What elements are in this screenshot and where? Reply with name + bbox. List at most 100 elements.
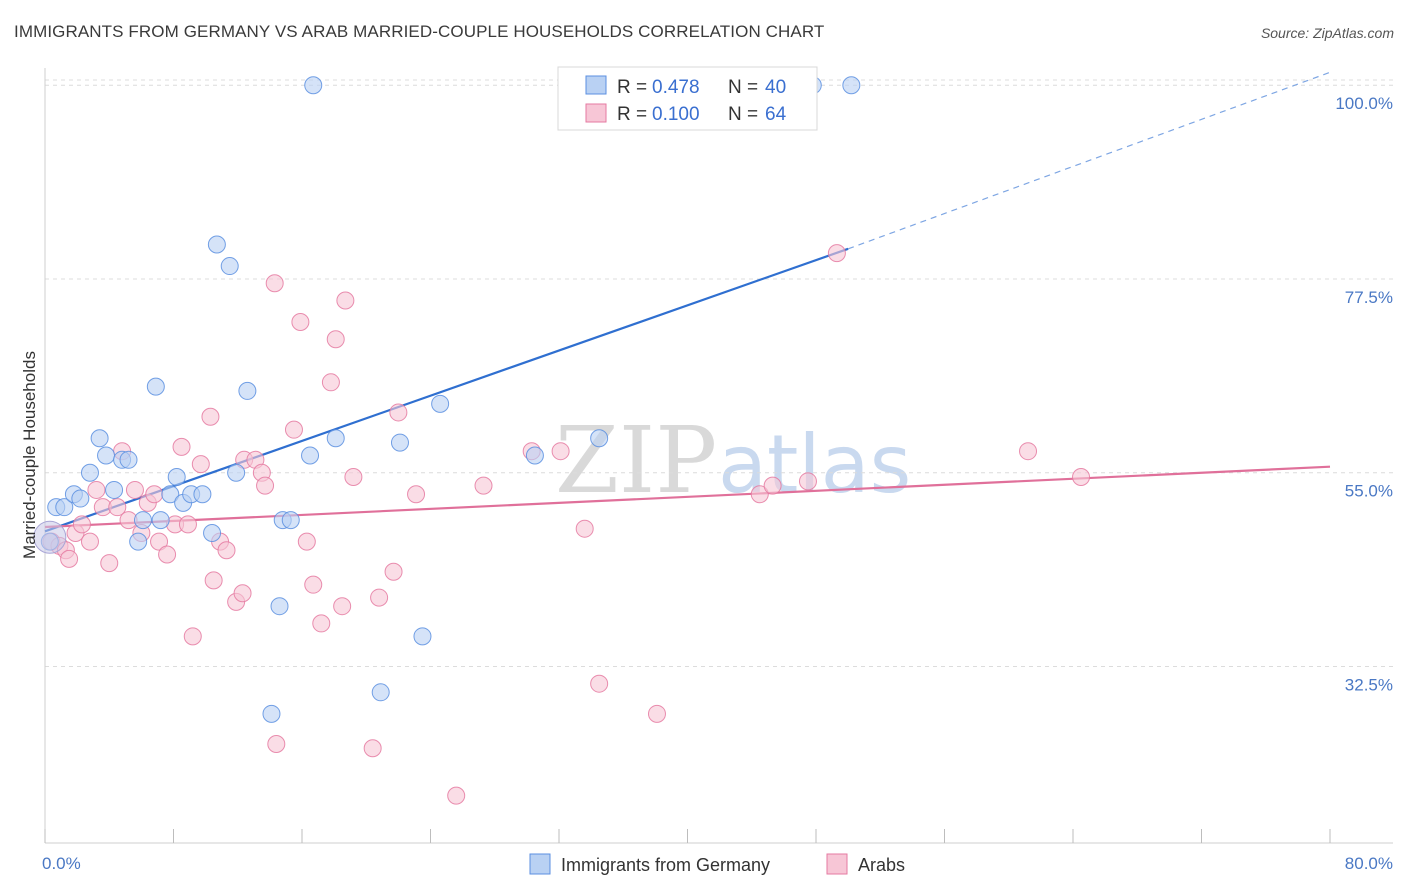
y-tick-label: 55.0% [1345, 482, 1393, 501]
point-germany [413, 627, 432, 646]
legend-n-label-1: N = [728, 77, 758, 98]
point-germany [133, 511, 152, 530]
point-arabs [370, 588, 389, 607]
point-germany [301, 446, 320, 465]
point-arabs [284, 420, 303, 439]
legend-r-label-2: R = [617, 104, 647, 125]
point-arabs [1072, 468, 1091, 487]
point-arabs [201, 407, 220, 426]
point-arabs [336, 291, 355, 310]
point-arabs [384, 562, 403, 581]
point-arabs [204, 571, 223, 590]
point-arabs [191, 455, 210, 474]
bottom-legend-germany: Immigrants from Germany [561, 855, 770, 875]
point-germany [146, 377, 165, 396]
point-germany [525, 446, 544, 465]
chart-title: IMMIGRANTS FROM GERMANY VS ARAB MARRIED-… [14, 22, 825, 41]
point-germany [161, 485, 180, 504]
trendline-arabs [44, 465, 1331, 529]
point-arabs [1019, 442, 1038, 461]
point-arabs [297, 532, 316, 551]
legend-r-value-arabs: 0.100 [652, 104, 700, 125]
trendline-germany-extension [847, 71, 1331, 250]
point-arabs [447, 786, 466, 805]
point-arabs [363, 739, 382, 758]
point-arabs [100, 554, 119, 573]
point-arabs [145, 485, 164, 504]
point-germany [590, 429, 609, 448]
legend-r-label-1: R = [617, 77, 647, 98]
point-germany [80, 463, 99, 482]
point-arabs [344, 468, 363, 487]
legend-swatch-arabs [585, 103, 607, 123]
y-tick-label: 77.5% [1345, 288, 1393, 307]
point-arabs [183, 627, 202, 646]
y-axis-label: Married-couple Households [20, 351, 39, 559]
point-arabs [575, 519, 594, 538]
bottom-legend-arabs: Arabs [858, 855, 905, 875]
point-arabs [407, 485, 426, 504]
point-germany [90, 429, 109, 448]
legend: R = 0.478 N = 40 R = 0.100 N = 64 [557, 66, 818, 131]
point-germany [262, 704, 281, 723]
point-arabs [763, 476, 782, 495]
point-arabs [647, 704, 666, 723]
point-germany [281, 511, 300, 530]
point-arabs [108, 498, 127, 517]
point-arabs [474, 476, 493, 495]
point-germany [105, 480, 124, 499]
point-germany [220, 257, 239, 276]
point-germany [97, 446, 116, 465]
point-germany [55, 498, 74, 517]
point-cluster-origin [33, 520, 67, 554]
point-arabs [150, 532, 169, 551]
legend-swatch-germany [585, 75, 607, 95]
point-arabs [321, 373, 340, 392]
point-arabs [312, 614, 331, 633]
point-germany [431, 394, 450, 413]
point-germany [390, 433, 409, 452]
point-germany [207, 235, 226, 254]
point-arabs [326, 330, 345, 349]
source-label: Source: ZipAtlas.com [1260, 25, 1394, 41]
y-tick-label: 100.0% [1335, 94, 1393, 113]
point-arabs [125, 480, 144, 499]
point-germany [119, 450, 138, 469]
point-arabs [389, 403, 408, 422]
point-arabs [827, 244, 846, 263]
point-arabs [291, 313, 310, 332]
point-arabs [265, 274, 284, 293]
point-germany [151, 511, 170, 530]
point-arabs [798, 472, 817, 491]
point-germany [238, 381, 257, 400]
bottom-legend: Immigrants from Germany Arabs [529, 853, 905, 875]
point-germany [371, 683, 390, 702]
watermark-atlas: atlas [718, 418, 911, 511]
point-arabs [80, 532, 99, 551]
point-arabs [217, 541, 236, 560]
legend-n-value-arabs: 64 [765, 104, 787, 125]
point-germany [326, 429, 345, 448]
point-arabs [60, 549, 79, 568]
point-arabs [172, 437, 191, 456]
point-arabs [72, 515, 91, 534]
y-tick-label: 32.5% [1345, 675, 1393, 694]
point-germany [203, 524, 222, 542]
point-arabs [158, 545, 177, 564]
watermark-zip: ZIP [555, 407, 717, 514]
point-arabs [304, 575, 323, 594]
point-arabs [551, 442, 570, 461]
point-germany [227, 463, 246, 482]
point-germany [304, 76, 323, 95]
point-arabs [87, 480, 106, 499]
point-arabs [233, 584, 252, 603]
x-tick-label-min: 0.0% [42, 854, 81, 873]
bottom-legend-swatch-germany [529, 853, 551, 875]
point-germany [129, 532, 148, 551]
legend-r-value-germany: 0.478 [652, 77, 700, 98]
point-arabs [750, 485, 769, 504]
legend-n-value-germany: 40 [765, 77, 786, 98]
point-germany [167, 468, 186, 487]
bottom-legend-swatch-arabs [826, 853, 848, 875]
